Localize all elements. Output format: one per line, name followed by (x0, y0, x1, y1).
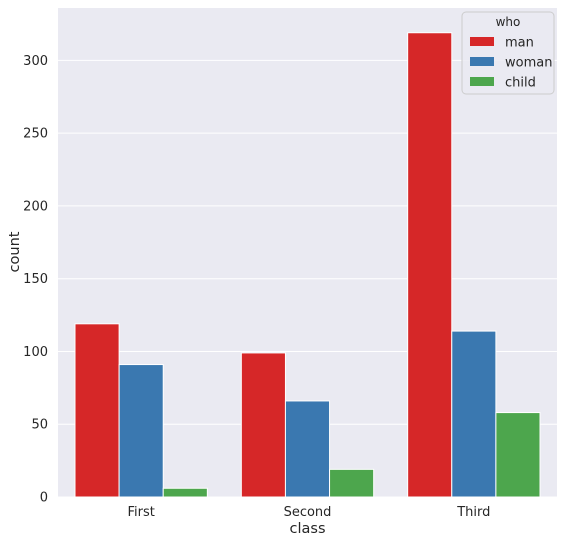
y-tick-label: 250 (23, 127, 48, 142)
y-tick-label: 50 (31, 418, 48, 433)
legend-swatch-man (470, 37, 494, 46)
legend-label-man: man (505, 36, 534, 51)
x-tick-label: Third (456, 505, 490, 520)
bar-woman-first (118, 364, 164, 498)
legend-swatch-woman (470, 57, 494, 66)
bar-child-third (495, 412, 541, 498)
y-tick-label: 200 (23, 199, 48, 214)
bar-man-first (74, 323, 120, 498)
bar-man-second (240, 352, 286, 498)
legend-swatch-child (470, 77, 494, 86)
bar-child-first (162, 487, 208, 498)
legend-label-woman: woman (505, 56, 552, 71)
bars (74, 32, 541, 498)
y-tick-label: 300 (23, 54, 48, 69)
legend-label-child: child (505, 76, 536, 91)
legend: who man woman child (461, 11, 555, 95)
x-tick-label: Second (284, 505, 332, 520)
y-axis-label: count (7, 231, 23, 272)
x-tick-labels: First Second Third (127, 505, 490, 520)
legend-box (461, 11, 555, 95)
y-tick-label: 0 (40, 491, 48, 506)
y-tick-label: 100 (23, 345, 48, 360)
y-tick-labels: 0 50 100 150 200 250 300 (23, 54, 48, 506)
bar-woman-second (284, 400, 331, 498)
bar-child-second (329, 468, 375, 498)
x-axis-label: class (290, 521, 326, 537)
legend-items: man woman child (470, 36, 552, 91)
y-tick-label: 150 (23, 272, 48, 287)
x-tick-label: First (127, 505, 154, 520)
bar-woman-third (451, 330, 497, 498)
bar-man-third (407, 32, 453, 498)
legend-title: who (496, 15, 521, 29)
